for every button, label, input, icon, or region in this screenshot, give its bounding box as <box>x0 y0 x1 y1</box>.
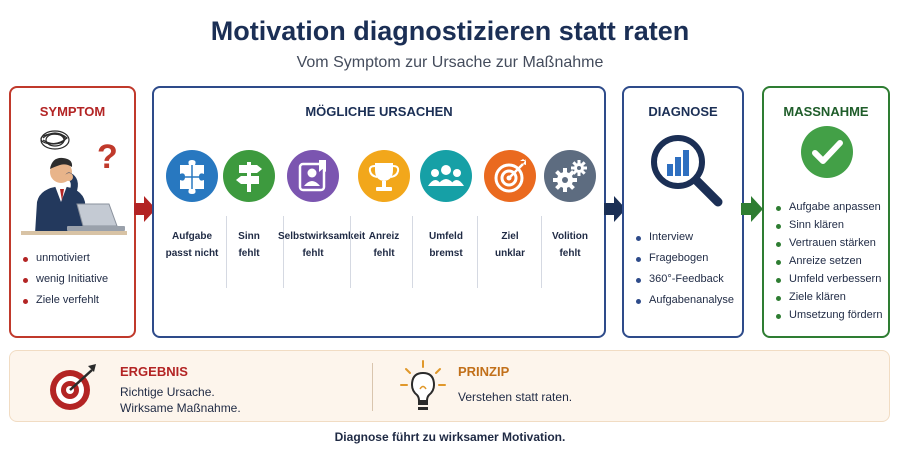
svg-text:?: ? <box>97 138 118 176</box>
cause-label: Selbstwirksamkeit fehlt <box>278 231 366 259</box>
cause-label: Anreiz fehlt <box>368 231 400 259</box>
measure-list: Aufgabe anpassen Sinn klären Vertrauen s… <box>776 201 883 327</box>
causes-panel: MÖGLICHE URSACHEN Aufgabe passt nicht Sin… <box>152 86 606 338</box>
cause-label: Aufgabe passt nicht <box>165 231 219 259</box>
symptom-list: unmotiviert wenig Initiative Ziele verfe… <box>23 252 108 315</box>
result-panel: ERGEBNIS Richtige Ursache. Wirksame Maßn… <box>9 350 890 422</box>
symptom-heading: SYMPTOM <box>39 104 106 119</box>
list-item: Anreize setzen <box>776 255 883 267</box>
divider <box>372 363 373 411</box>
symptom-panel: SYMPTOM ? unmotiviert wenig Initiative Z… <box>9 86 136 338</box>
measure-heading: MASSNAHME <box>783 104 869 119</box>
page-title: Motivation diagnostizieren statt raten <box>210 16 690 46</box>
cause-task-fit: Aufgabe passt nicht <box>160 150 224 262</box>
list-item: Fragebogen <box>636 252 734 264</box>
divider <box>412 216 413 288</box>
principle-heading: PRINZIP <box>458 364 510 379</box>
divider <box>350 216 351 288</box>
divider <box>283 216 284 288</box>
diagnosis-heading: DIAGNOSE <box>648 104 718 119</box>
cause-label: Volition fehlt <box>552 231 588 259</box>
footer-caption: Diagnose führt zu wirksamer Motivation. <box>334 430 566 444</box>
arrow-right-icon <box>741 196 763 222</box>
lightbulb-icon <box>400 360 446 410</box>
principle-text: Verstehen statt raten. <box>458 390 573 404</box>
puzzle-icon <box>166 150 218 202</box>
target-arrow-icon <box>50 364 96 410</box>
gears-icon <box>544 150 596 202</box>
list-item: Aufgabenanalyse <box>636 294 734 306</box>
list-item: wenig Initiative <box>23 273 108 285</box>
cause-volition: Volition fehlt <box>538 150 602 262</box>
list-item: Ziele verfehlt <box>23 294 108 306</box>
list-item: Aufgabe anpassen <box>776 201 883 213</box>
signpost-icon <box>223 150 275 202</box>
list-item: Sinn klären <box>776 219 883 231</box>
person-badge-icon <box>287 150 339 202</box>
list-item: Vertrauen stärken <box>776 237 883 249</box>
cause-label: Sinn fehlt <box>238 231 260 259</box>
page-subtitle: Vom Symptom zur Ursache zur Maßnahme <box>296 54 604 71</box>
cause-environment: Umfeld bremst <box>414 150 478 262</box>
diagnosis-panel: DIAGNOSE Interview Fragebogen 360°-Feedb… <box>622 86 744 338</box>
stressed-person-icon: ? <box>21 130 127 235</box>
cause-label: Ziel unklar <box>494 231 525 259</box>
trophy-icon <box>358 150 410 202</box>
divider <box>226 216 227 288</box>
cause-incentive: Anreiz fehlt <box>352 150 416 262</box>
cause-self-efficacy: Selbstwirksamkeit fehlt <box>278 150 366 262</box>
target-icon <box>484 150 536 202</box>
result-heading: ERGEBNIS <box>120 364 188 379</box>
cause-goal: Ziel unklar <box>478 150 542 262</box>
list-item: Ziele klären <box>776 291 883 303</box>
divider <box>541 216 542 288</box>
list-item: Umsetzung fördern <box>776 309 883 321</box>
diagnosis-list: Interview Fragebogen 360°-Feedback Aufga… <box>636 231 734 315</box>
list-item: 360°-Feedback <box>636 273 734 285</box>
arrow-right-icon <box>134 196 156 222</box>
cause-meaning: Sinn fehlt <box>217 150 281 262</box>
group-icon <box>420 150 472 202</box>
measure-panel: MASSNAHME Aufgabe anpassen Sinn klären V… <box>762 86 890 338</box>
magnifier-chart-icon <box>651 135 723 207</box>
cause-label: Umfeld bremst <box>429 231 463 259</box>
check-circle-icon <box>801 126 853 178</box>
list-item: Interview <box>636 231 734 243</box>
list-item: unmotiviert <box>23 252 108 264</box>
result-line-2: Wirksame Maßnahme. <box>120 401 241 415</box>
causes-heading: MÖGLICHE URSACHEN <box>305 104 453 119</box>
result-line-1: Richtige Ursache. <box>120 385 215 399</box>
divider <box>477 216 478 288</box>
arrow-right-icon <box>604 196 626 222</box>
list-item: Umfeld verbessern <box>776 273 883 285</box>
